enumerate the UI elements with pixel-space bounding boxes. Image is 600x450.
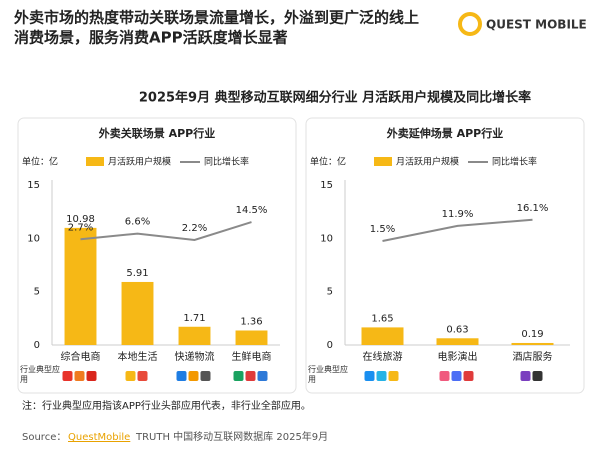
bar-value-label: 0.19 xyxy=(521,329,543,340)
x-tick-label: 在线旅游 xyxy=(363,350,403,363)
bar-value-label: 1.71 xyxy=(183,313,205,324)
app-icon xyxy=(364,371,375,381)
app-icon xyxy=(451,371,462,381)
panel xyxy=(305,117,585,394)
bar-value-label: 1.36 xyxy=(240,316,262,327)
app-icon xyxy=(388,371,399,381)
panel-title: 外卖关联场景 APP行业 xyxy=(98,126,215,140)
bar xyxy=(178,326,211,345)
legend-label: 同比增长率 xyxy=(492,156,537,168)
bar xyxy=(361,327,404,345)
panel-title: 外卖延伸场景 APP行业 xyxy=(386,126,503,140)
source-text: TRUTH 中国移动互联网数据库 2025年9月 xyxy=(135,430,328,443)
bar xyxy=(511,342,554,345)
panel xyxy=(17,117,297,394)
icon-row-label-box: 行业典型应用 xyxy=(308,365,348,384)
logo-icon xyxy=(458,12,482,36)
bar-value-label: 5.91 xyxy=(126,268,148,279)
app-icon xyxy=(233,371,244,381)
logo: QUEST MOBILE xyxy=(486,18,587,32)
icon-row-label-box: 行业典型应用 xyxy=(20,365,60,384)
app-icon xyxy=(125,371,136,381)
app-icon xyxy=(176,371,187,381)
app-icon xyxy=(137,371,148,381)
bar xyxy=(64,227,97,345)
unit-label: 单位：亿 xyxy=(310,156,346,168)
legend-label: 月活跃用户规模 xyxy=(396,156,459,168)
app-icon xyxy=(376,371,387,381)
bar xyxy=(436,338,479,345)
x-tick-label: 酒店服务 xyxy=(513,350,553,363)
source-label: Source： xyxy=(22,432,66,443)
line-value-label: 6.6% xyxy=(125,217,150,228)
app-icon xyxy=(200,371,211,381)
subtitle: 2025年9月 典型移动互联网细分行业 月活跃用户规模及同比增长率 xyxy=(139,90,531,106)
y-tick-label: 15 xyxy=(320,180,333,191)
legend-label: 同比增长率 xyxy=(204,156,249,168)
app-icon xyxy=(86,371,97,381)
app-icon xyxy=(245,371,256,381)
bar xyxy=(235,330,268,345)
y-tick-label: 0 xyxy=(327,340,333,351)
y-tick-label: 10 xyxy=(27,233,40,244)
line-value-label: 2.7% xyxy=(68,222,93,233)
line-value-label: 2.2% xyxy=(182,223,207,234)
icon-row-label: 行业典型应用 xyxy=(20,365,60,384)
app-icon xyxy=(439,371,450,381)
x-tick-label: 综合电商 xyxy=(61,350,101,363)
y-tick-label: 5 xyxy=(327,287,333,298)
line-value-label: 1.5% xyxy=(370,224,395,235)
bar xyxy=(121,281,154,345)
unit-label: 单位：亿 xyxy=(22,156,58,168)
app-icon xyxy=(520,371,531,381)
source-link[interactable]: QuestMobile xyxy=(68,432,130,443)
bar-value-label: 1.65 xyxy=(371,313,393,324)
x-tick-label: 快递物流 xyxy=(175,350,215,363)
growth-line xyxy=(382,218,533,242)
y-tick-label: 10 xyxy=(320,233,333,244)
bar-value-label: 10.98 xyxy=(66,214,95,225)
x-tick-label: 生鲜电商 xyxy=(232,350,272,363)
line-value-label: 16.1% xyxy=(517,203,549,214)
y-tick-label: 0 xyxy=(34,340,40,351)
app-icon xyxy=(74,371,85,381)
legend-swatch xyxy=(374,157,392,166)
icon-row-label: 行业典型应用 xyxy=(308,365,348,384)
headline: 外卖市场的热度带动关联场景流量增长，外溢到更广泛的线上 xyxy=(13,9,419,27)
footnote: 注：行业典型应用指该APP行业头部应用代表，非行业全部应用。 xyxy=(22,399,311,412)
app-icon xyxy=(257,371,268,381)
y-tick-label: 5 xyxy=(34,287,40,298)
line-value-label: 11.9% xyxy=(442,209,474,220)
bar-value-label: 0.63 xyxy=(446,324,468,335)
legend-swatch xyxy=(86,157,104,166)
app-icon xyxy=(532,371,543,381)
app-icon xyxy=(463,371,474,381)
headline: 消费场景，服务消费APP活跃度增长显著 xyxy=(14,29,288,47)
app-icon xyxy=(62,371,73,381)
app-icon xyxy=(188,371,199,381)
line-value-label: 14.5% xyxy=(236,205,268,216)
growth-line xyxy=(80,221,252,241)
x-tick-label: 电影演出 xyxy=(438,350,478,363)
x-tick-label: 本地生活 xyxy=(118,350,158,363)
legend-label: 月活跃用户规模 xyxy=(108,156,171,168)
y-tick-label: 15 xyxy=(27,180,40,191)
